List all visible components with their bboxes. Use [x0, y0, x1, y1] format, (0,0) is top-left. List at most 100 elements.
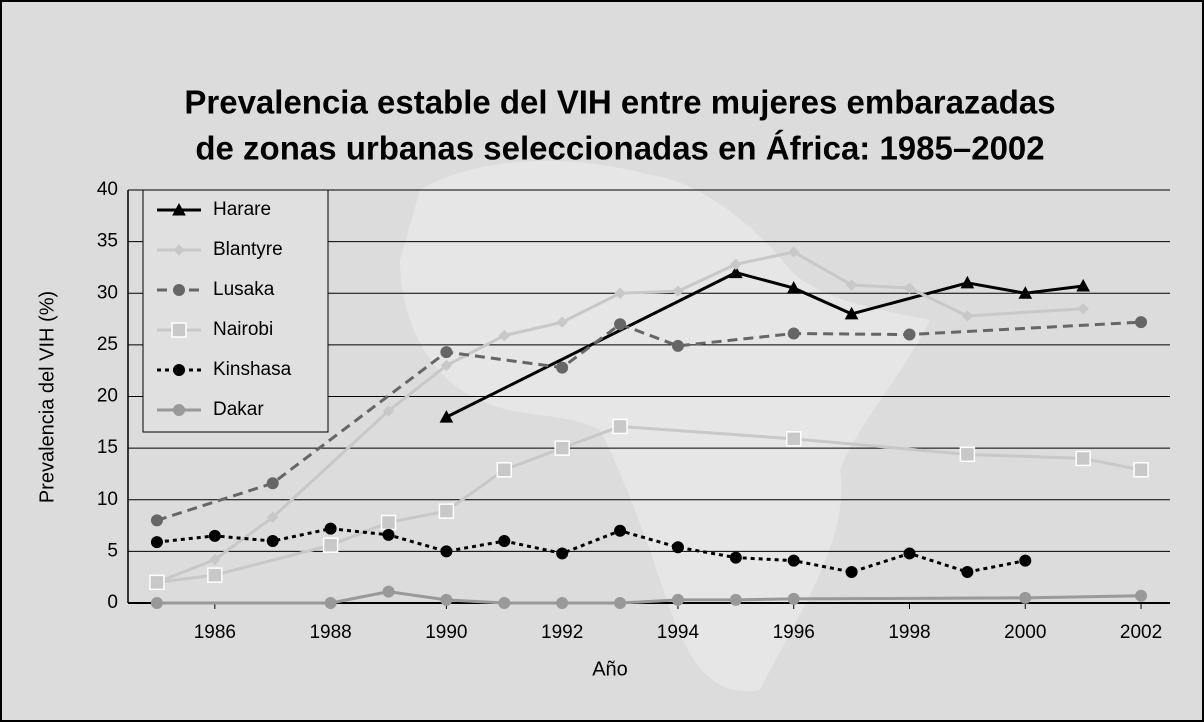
x-tick-label: 2002 [1120, 622, 1162, 643]
x-tick-label: 2000 [1004, 622, 1046, 643]
marker [959, 446, 976, 463]
marker [845, 566, 858, 579]
marker [787, 592, 800, 605]
y-axis-label: Prevalencia del VIH (%) [36, 291, 58, 503]
marker [173, 404, 185, 416]
marker [150, 536, 163, 549]
marker [729, 593, 742, 606]
marker [786, 281, 801, 294]
marker [728, 265, 743, 279]
marker [1019, 554, 1032, 567]
marker [380, 514, 397, 531]
marker [496, 462, 513, 478]
chart-title: de zonas urbanas seleccionadas en África… [195, 130, 1044, 167]
marker [1077, 303, 1089, 315]
series-line [156, 527, 1026, 574]
marker [729, 551, 742, 564]
marker [960, 275, 975, 289]
marker [440, 346, 453, 359]
marker [267, 511, 279, 524]
marker [785, 431, 802, 447]
marker [556, 597, 569, 609]
y-tick-label: 15 [97, 437, 118, 458]
marker [171, 322, 187, 338]
marker [173, 244, 185, 256]
marker [150, 514, 163, 527]
y-tick-label: 0 [107, 592, 118, 613]
marker [440, 545, 453, 558]
legend-label: Nairobi [213, 319, 273, 340]
marker [208, 529, 221, 542]
marker [1019, 591, 1032, 604]
marker [614, 597, 627, 609]
chart-title: Prevalencia estable del VIH entre mujere… [184, 84, 1055, 121]
series-line [156, 424, 1142, 584]
marker [324, 597, 337, 609]
marker [671, 593, 684, 606]
marker [556, 361, 569, 374]
marker [1018, 286, 1033, 299]
marker [672, 285, 684, 297]
x-tick-label: 1992 [541, 622, 583, 643]
marker [440, 359, 453, 372]
marker [266, 477, 279, 490]
y-tick-label: 30 [97, 282, 118, 303]
marker [788, 246, 800, 258]
marker [173, 284, 185, 296]
marker [671, 541, 684, 554]
legend: Harare Blantyre Lusaka Nairobi Kinshasa Dakar [142, 189, 329, 433]
marker [498, 329, 510, 342]
marker [1133, 462, 1149, 478]
marker [1076, 278, 1091, 292]
marker [1135, 589, 1148, 602]
y-tick-label: 35 [97, 231, 118, 252]
legend-label: Blantyre [213, 239, 283, 260]
x-tick-label: 1998 [888, 622, 930, 643]
x-tick-label: 1994 [657, 622, 700, 643]
marker [556, 316, 568, 328]
marker [787, 554, 800, 567]
marker [149, 574, 165, 591]
marker [845, 279, 858, 291]
series-line [156, 590, 1142, 605]
marker [961, 566, 974, 579]
marker [903, 282, 916, 294]
x-tick-label: 1990 [425, 622, 467, 643]
marker [209, 553, 221, 566]
x-tick-label: 1988 [309, 622, 351, 643]
marker [1135, 316, 1148, 329]
marker [671, 339, 684, 352]
marker [439, 410, 454, 423]
marker [150, 597, 163, 609]
marker [614, 287, 626, 299]
marker [440, 593, 453, 606]
marker [438, 503, 455, 519]
marker [1075, 450, 1091, 467]
y-tick-label: 5 [107, 540, 118, 561]
marker [266, 535, 279, 548]
legend-box [142, 189, 329, 433]
marker [556, 547, 569, 560]
marker [903, 547, 916, 560]
y-tick-label: 20 [97, 386, 118, 407]
marker [787, 327, 800, 340]
marker [614, 318, 627, 331]
marker [730, 258, 742, 271]
marker [324, 522, 337, 535]
marker [173, 364, 185, 376]
marker [498, 597, 511, 609]
legend-label: Dakar [213, 399, 264, 420]
marker [961, 310, 974, 322]
y-tick-label: 10 [97, 489, 118, 510]
marker [382, 528, 395, 541]
legend-label: Lusaka [213, 279, 275, 300]
x-tick-label: 1986 [194, 622, 236, 643]
marker [382, 405, 395, 417]
marker [322, 537, 339, 553]
legend-label: Harare [213, 199, 271, 220]
legend-label: Kinshasa [213, 359, 292, 380]
marker [382, 585, 395, 598]
marker [207, 567, 223, 583]
